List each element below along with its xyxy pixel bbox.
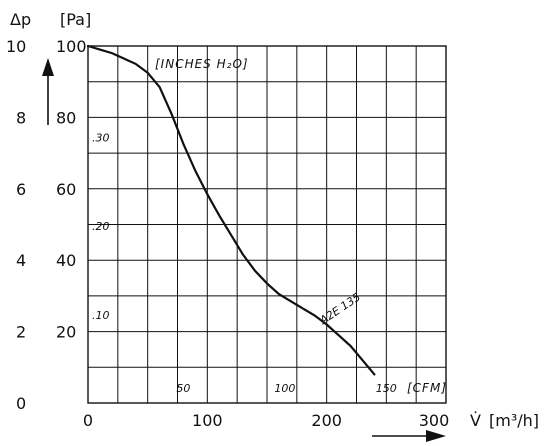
x-axis-unit: [m³/h]	[489, 411, 539, 430]
y-tick-label-mmwg: 6	[16, 180, 26, 199]
series-line-a2e-135	[86, 44, 376, 376]
y-tick-label-mmwg: 10	[6, 37, 26, 56]
inches-h2o-tick-label: .20	[92, 220, 110, 233]
curve-layer	[86, 44, 376, 376]
x-axis-arrowhead	[426, 430, 446, 442]
x-tick-label: 300	[419, 411, 450, 430]
chart-grid	[87, 45, 447, 404]
inches-h2o-tick-label: .10	[92, 309, 110, 322]
x-tick-label: 0	[83, 411, 93, 430]
x-axis-title: V̇	[470, 411, 481, 430]
inches-h2o-label: [INCHES H₂O]	[155, 57, 249, 71]
cfm-label: [CFM]	[407, 381, 447, 395]
inches-h2o-tick-label: .30	[92, 131, 110, 144]
y-tick-label-mmwg: 4	[16, 251, 26, 270]
cfm-tick-label: 50	[176, 382, 190, 395]
plot-frame	[87, 45, 447, 404]
x-tick-label: 200	[311, 411, 342, 430]
y-tick-label-pa: 80	[56, 108, 76, 127]
y-tick-label-pa: 100	[56, 37, 87, 56]
cfm-tick-label: 100	[274, 382, 295, 395]
y-tick-label-pa: 20	[56, 323, 76, 342]
y-tick-label-mmwg: 0	[16, 394, 26, 413]
y-axis-title: Δp	[10, 10, 31, 29]
y-tick-label-pa: 40	[56, 251, 76, 270]
y-tick-label-mmwg: 8	[16, 108, 26, 127]
y-axis-arrowhead	[42, 58, 54, 76]
y-axis-unit: [Pa]	[60, 10, 91, 29]
cfm-tick-label: 150	[376, 382, 397, 395]
y-tick-label-mmwg: 2	[16, 323, 26, 342]
x-tick-label: 100	[192, 411, 223, 430]
y-tick-label-pa: 60	[56, 180, 76, 199]
